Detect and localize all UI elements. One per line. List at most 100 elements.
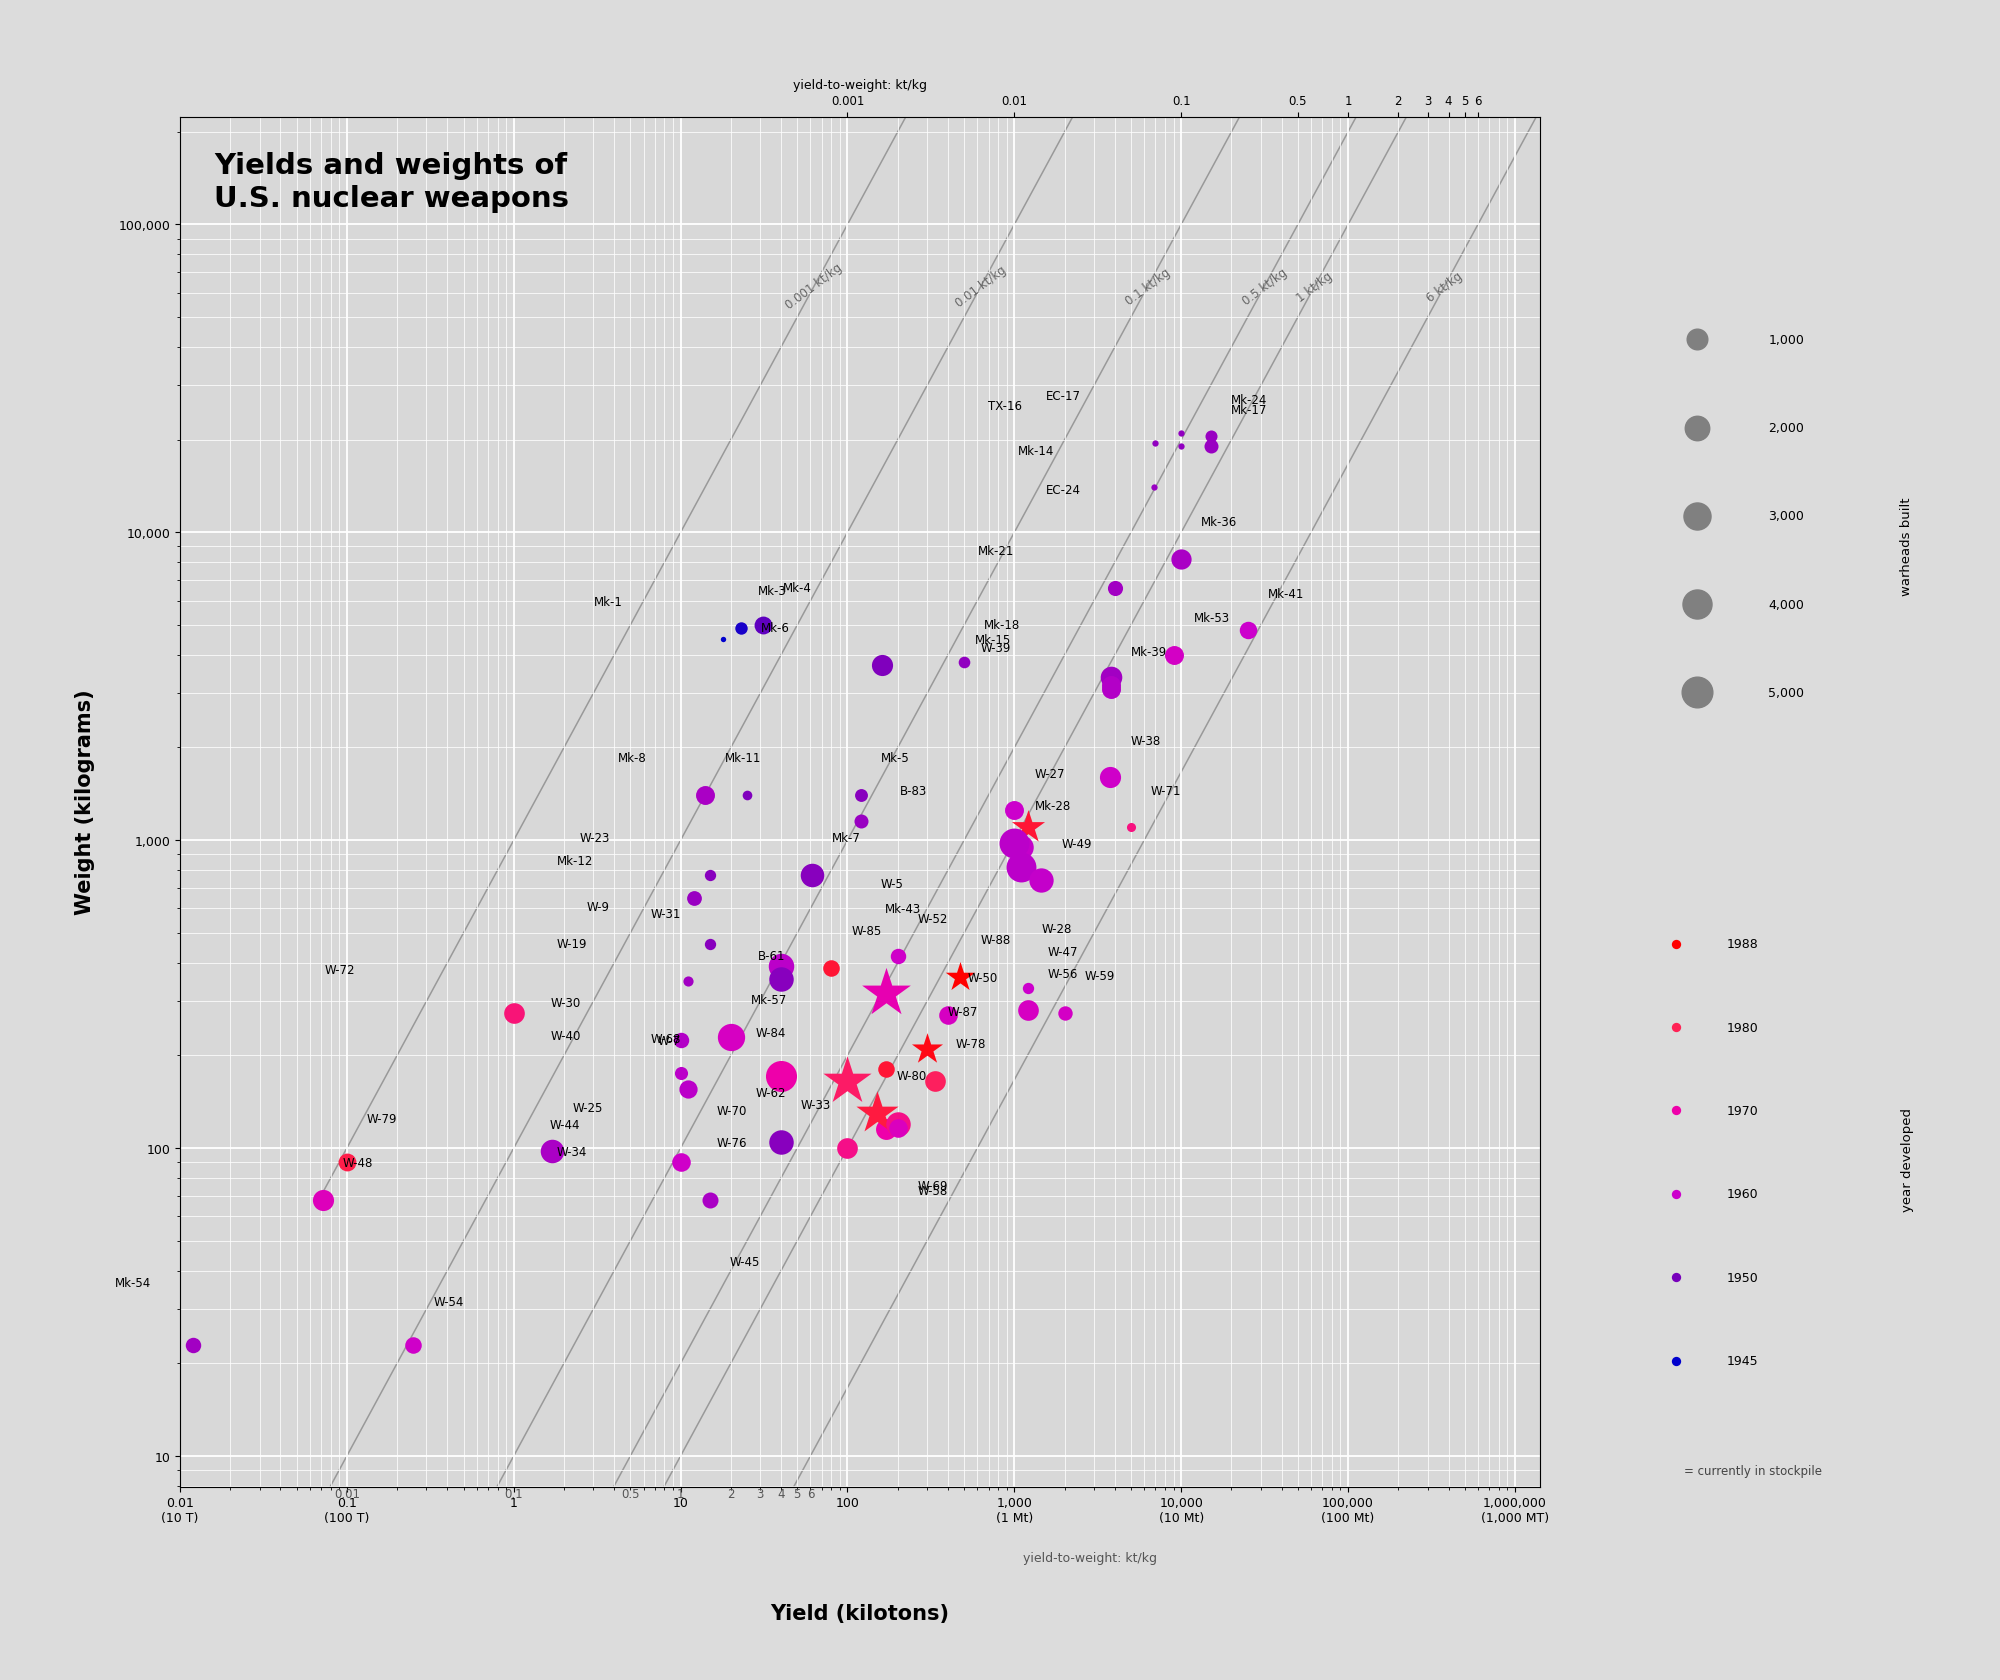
Text: W-87: W-87 [948,1005,978,1018]
Point [1140,430,1172,457]
Text: W-52: W-52 [918,912,948,926]
Text: W-5: W-5 [880,877,904,890]
Text: W-27: W-27 [1034,768,1064,780]
Point [766,1129,798,1156]
Point [1660,1015,1692,1042]
Text: W-31: W-31 [650,907,680,921]
Point [870,1116,902,1142]
Text: 0.1 kt/kg: 0.1 kt/kg [1124,265,1172,307]
Text: Mk-6: Mk-6 [760,622,790,635]
Text: Mk-12: Mk-12 [558,855,594,867]
Text: W-38: W-38 [1130,734,1160,748]
Point [672,1077,704,1104]
Point [178,1331,210,1357]
Text: 1 kt/kg: 1 kt/kg [1294,269,1336,304]
Point [1012,998,1044,1025]
Point [678,885,710,912]
Point [1138,474,1170,501]
Text: W-9: W-9 [586,900,610,914]
Text: Mk-36: Mk-36 [1202,516,1238,529]
Text: W-76: W-76 [716,1137,748,1149]
Text: 0.01: 0.01 [334,1487,360,1500]
Point [398,1331,430,1357]
Text: Mk-15: Mk-15 [974,633,1010,647]
Text: = currently in stockpile: = currently in stockpile [1684,1465,1822,1477]
Point [308,1186,340,1213]
Point [1114,815,1146,842]
Point [1660,1263,1692,1290]
Point [882,942,914,969]
Point [694,931,726,958]
Text: B-61: B-61 [758,949,786,963]
Point [672,968,704,995]
Text: W-28: W-28 [1042,922,1072,936]
Text: W-45: W-45 [730,1255,760,1268]
Point [1680,680,1712,707]
Text: W-70: W-70 [716,1104,748,1117]
Point [1096,675,1128,702]
Text: W-34: W-34 [558,1146,588,1158]
Point [1012,815,1044,842]
Text: 4,000: 4,000 [1768,598,1804,612]
Text: 6: 6 [806,1487,814,1500]
Text: Mk-41: Mk-41 [1268,588,1304,600]
Text: 1980: 1980 [1726,1021,1758,1033]
Text: W-72: W-72 [324,963,356,976]
Text: Mk-43: Mk-43 [884,902,922,916]
Point [920,1068,952,1095]
Text: B-83: B-83 [900,785,928,796]
Text: 1960: 1960 [1726,1188,1758,1201]
Point [766,953,798,979]
Text: W-30: W-30 [550,996,580,1010]
Point [882,1110,914,1137]
X-axis label: yield-to-weight: kt/kg: yield-to-weight: kt/kg [792,79,928,92]
Point [1680,591,1712,618]
Text: 2,000: 2,000 [1768,422,1804,435]
Text: W-71: W-71 [1152,785,1182,796]
Text: Mk-5: Mk-5 [880,753,910,764]
Text: W-49: W-49 [1062,837,1092,850]
Text: 1988: 1988 [1726,937,1758,951]
Point [796,862,828,889]
Text: W-59: W-59 [1084,969,1114,983]
Text: W-25: W-25 [572,1100,602,1114]
Point [1618,1458,1650,1485]
Text: Mk-28: Mk-28 [1034,800,1070,813]
Text: W-56: W-56 [1048,968,1078,979]
Text: EC-17: EC-17 [1046,390,1082,403]
Point [1660,1097,1692,1124]
Text: Mk-1: Mk-1 [594,596,624,608]
Text: W-23: W-23 [580,832,610,845]
Text: 6 kt/kg: 6 kt/kg [1424,269,1464,304]
Point [870,1057,902,1084]
Point [1166,546,1198,573]
Point [766,1062,798,1089]
Text: Yield (kilotons): Yield (kilotons) [770,1603,950,1623]
Text: Mk-53: Mk-53 [1194,612,1230,625]
Point [1680,504,1712,531]
Point [746,612,778,638]
Point [732,783,764,810]
Point [536,1137,568,1164]
Point [1006,833,1038,860]
Text: W-7: W-7 [658,1035,680,1047]
Text: W-48: W-48 [344,1156,374,1169]
Text: Mk-11: Mk-11 [726,753,762,764]
Text: EC-24: EC-24 [1046,484,1082,497]
Point [844,808,876,835]
Point [708,627,740,654]
Point [1158,642,1190,669]
Text: 2: 2 [728,1487,734,1500]
Text: Mk-17: Mk-17 [1230,403,1268,417]
Text: W-78: W-78 [956,1038,986,1050]
Text: W-47: W-47 [1048,946,1078,958]
Text: Mk-7: Mk-7 [832,832,860,845]
Point [1048,1000,1080,1026]
Point [664,1149,696,1176]
Text: Mk-18: Mk-18 [984,618,1020,632]
Point [948,648,980,675]
Text: W-54: W-54 [434,1295,464,1307]
Text: W-50: W-50 [968,971,998,984]
Text: 0.1: 0.1 [504,1487,524,1500]
Text: Mk-21: Mk-21 [978,544,1014,558]
